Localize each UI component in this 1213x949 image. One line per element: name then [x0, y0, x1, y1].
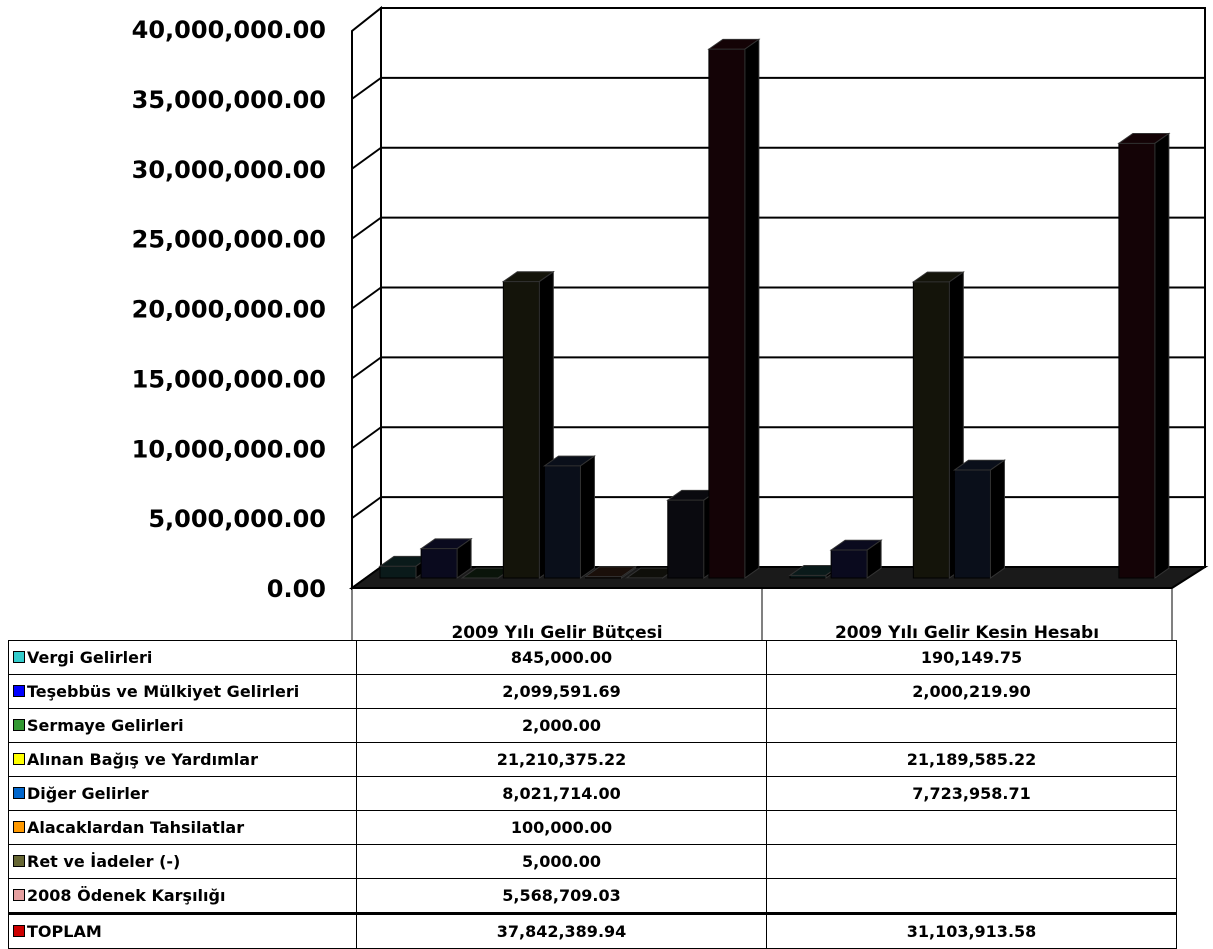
data-label: 5,568,709.03	[357, 879, 767, 914]
y-tick-label: 25,000,000.00	[132, 226, 326, 254]
bar	[544, 456, 594, 578]
data-label: 845,000.00	[357, 641, 767, 675]
legend-swatch	[13, 889, 25, 901]
series-name: Vergi Gelirleri	[27, 648, 152, 667]
series-name-cell: Alınan Bağış ve Yardımlar	[9, 743, 357, 777]
y-tick-label: 35,000,000.00	[132, 86, 326, 114]
data-label	[767, 709, 1177, 743]
data-label	[767, 811, 1177, 845]
data-label: 190,149.75	[767, 641, 1177, 675]
series-name-cell: Sermaye Gelirleri	[9, 709, 357, 743]
bar-front	[668, 500, 704, 578]
series-name-cell: 2008 Ödenek Karşılığı	[9, 879, 357, 914]
bar-side	[745, 39, 759, 578]
series-name: 2008 Ödenek Karşılığı	[27, 886, 225, 905]
table-row: Sermaye Gelirleri 2,000.00	[9, 709, 1177, 743]
data-label: 31,103,913.58	[767, 914, 1177, 949]
data-label: 100,000.00	[357, 811, 767, 845]
data-label: 21,210,375.22	[357, 743, 767, 777]
category-label: 2009 Yılı Gelir Bütçesi	[451, 623, 662, 640]
bar-front	[913, 282, 949, 578]
legend-swatch	[13, 855, 25, 867]
legend-swatch	[13, 753, 25, 765]
series-name-cell: TOPLAM	[9, 914, 357, 949]
legend-swatch	[13, 925, 25, 937]
bar-side	[580, 456, 594, 578]
grid-layer	[352, 8, 1205, 588]
y-tick-label: 30,000,000.00	[132, 156, 326, 184]
series-name-cell: Teşebbüs ve Mülkiyet Gelirleri	[9, 675, 357, 709]
series-name: Ret ve İadeler (-)	[27, 852, 180, 871]
table-row: Alacaklardan Tahsilatlar 100,000.00	[9, 811, 1177, 845]
bar-side	[1155, 134, 1169, 578]
series-name-cell: Vergi Gelirleri	[9, 641, 357, 675]
bar-front	[380, 566, 416, 578]
bar-front	[503, 282, 539, 578]
data-label: 2,099,591.69	[357, 675, 767, 709]
bar-front	[544, 466, 580, 578]
category-labels: 2009 Yılı Gelir Bütçesi 2009 Yılı Gelir K…	[352, 588, 1172, 640]
data-label	[767, 879, 1177, 914]
data-label: 37,842,389.94	[357, 914, 767, 949]
legend-swatch	[13, 719, 25, 731]
data-label: 21,189,585.22	[767, 743, 1177, 777]
y-tick-label: 10,000,000.00	[132, 435, 326, 463]
y-tick-label: 40,000,000.00	[132, 16, 326, 44]
y-tick-label: 5,000,000.00	[148, 505, 326, 533]
series-name-cell: Ret ve İadeler (-)	[9, 845, 357, 879]
y-tick-labels: 0.00 5,000,000.00 10,000,000.00 15,000,000.…	[132, 16, 326, 603]
y-tick-label: 15,000,000.00	[132, 365, 326, 393]
series-name: Alınan Bağış ve Yardımlar	[27, 750, 258, 769]
series-name: TOPLAM	[27, 922, 102, 941]
data-label: 2,000,219.90	[767, 675, 1177, 709]
category-label: 2009 Yılı Gelir Kesin Hesabı	[835, 623, 1099, 640]
bar	[709, 39, 759, 578]
legend-swatch	[13, 821, 25, 833]
bar-front	[1119, 143, 1155, 578]
legend-swatch	[13, 685, 25, 697]
legend-swatch	[13, 651, 25, 663]
bar-chart: 0.00 5,000,000.00 10,000,000.00 15,000,000.…	[0, 0, 1213, 640]
bar	[954, 460, 1004, 578]
data-label: 8,021,714.00	[357, 777, 767, 811]
bar-side	[990, 460, 1004, 578]
data-label: 2,000.00	[357, 709, 767, 743]
bar	[831, 540, 881, 578]
y-tick-label: 0.00	[267, 575, 326, 603]
data-label: 5,000.00	[357, 845, 767, 879]
series-name: Teşebbüs ve Mülkiyet Gelirleri	[27, 682, 299, 701]
y-tick-label: 20,000,000.00	[132, 296, 326, 324]
bar-front	[709, 49, 745, 578]
data-label	[767, 845, 1177, 879]
table-row: 2008 Ödenek Karşılığı 5,568,709.03	[9, 879, 1177, 914]
series-name-cell: Alacaklardan Tahsilatlar	[9, 811, 357, 845]
series-name: Alacaklardan Tahsilatlar	[27, 818, 244, 837]
data-label: 7,723,958.71	[767, 777, 1177, 811]
bar	[421, 539, 471, 578]
bar-front	[831, 550, 867, 578]
series-name-cell: Diğer Gelirler	[9, 777, 357, 811]
legend-swatch	[13, 787, 25, 799]
bar-front	[421, 549, 457, 578]
series-name: Diğer Gelirler	[27, 784, 149, 803]
bar-front	[954, 470, 990, 578]
table-row: Ret ve İadeler (-) 5,000.00	[9, 845, 1177, 879]
series-name: Sermaye Gelirleri	[27, 716, 184, 735]
table-row: Teşebbüs ve Mülkiyet Gelirleri 2,099,591.…	[9, 675, 1177, 709]
bar	[1119, 134, 1169, 578]
